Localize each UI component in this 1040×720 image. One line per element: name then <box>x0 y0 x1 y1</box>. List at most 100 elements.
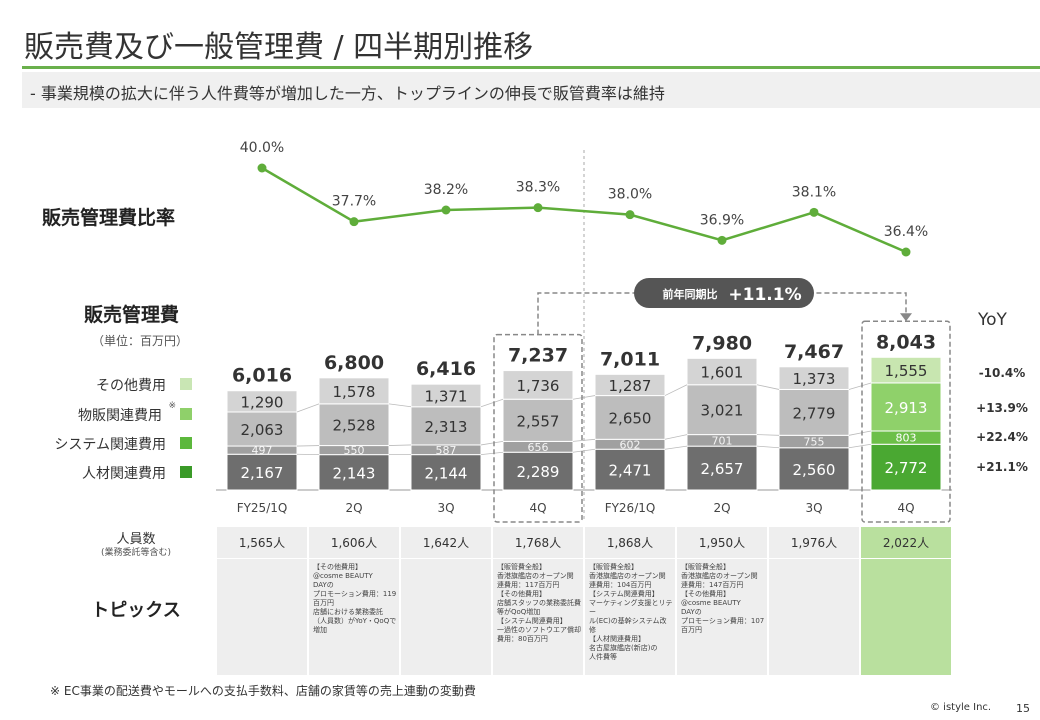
topic-line: 香港旗艦店のオープン関 <box>589 572 666 580</box>
legend-label: その他費用 <box>96 378 166 394</box>
ratio-point <box>441 205 451 215</box>
bar-segment <box>502 440 574 453</box>
x-tick-label: 2Q <box>345 501 362 515</box>
yoy-personnel: +21.1% <box>976 460 1028 474</box>
cost-section-label: 販売管理費 <box>84 304 180 326</box>
bar-segment <box>410 454 482 491</box>
ratio-data-label: 40.0% <box>240 140 284 156</box>
x-tick-label: 3Q <box>805 501 822 515</box>
bar-value-label: 587 <box>436 444 457 457</box>
bar-value-label: 2,650 <box>609 409 652 427</box>
headcount-cell <box>401 527 491 558</box>
segment-connector <box>388 403 412 408</box>
bar-segment <box>686 384 758 436</box>
headcount-value: 1,976人 <box>791 536 837 550</box>
topic-cell: 【その他費用】 @cosme BEAUTY DAYの プロモーション費用：119 百万円… <box>313 563 397 635</box>
bar-segment <box>226 390 298 413</box>
yoy-other: -10.4% <box>978 366 1026 380</box>
topic-line: 名古屋旗艦店(新店)の <box>589 644 658 652</box>
bar-value-label: 755 <box>804 436 825 449</box>
bar-value-label: 2,167 <box>241 464 284 482</box>
bar-segment <box>318 403 390 447</box>
topic-line: 店舗スタッフの業務委託費 <box>497 599 581 607</box>
legend-note: ※ <box>168 401 176 411</box>
legend-item-goods: 物販関連費用 ※ <box>40 401 200 425</box>
bar-segment <box>870 356 942 384</box>
segment-connector <box>756 434 780 436</box>
ratio-data-label: 38.2% <box>424 182 468 198</box>
topic-line: 【システム関連費用】 <box>497 617 567 625</box>
bar-segment <box>226 445 298 455</box>
bar-value-label: 602 <box>620 438 641 451</box>
segment-connector <box>480 451 504 456</box>
topic-line: 【販管費全般】 <box>681 563 730 571</box>
topic-line: 香港旗艦店のオープン関 <box>681 572 758 580</box>
headcount-value: 1,642人 <box>423 536 469 550</box>
bar-segment <box>870 443 942 491</box>
headcount-sublabel: (業務委託等含む) <box>100 548 172 558</box>
topic-cell: 【販管費全般】 香港旗艦店のオープン関 連費用：117百万円 【その他費用】 店舗スタッ… <box>497 563 581 644</box>
ratio-data-label: 37.7% <box>332 194 376 210</box>
yoy-callout-label: 前年同期比 <box>663 287 718 301</box>
x-tick-label: 4Q <box>897 501 914 515</box>
bar-segment <box>410 444 482 456</box>
bar-value-label: 1,287 <box>609 377 652 395</box>
topic-cell: 【販管費全般】 香港旗艦店のオープン関 連費用：104百万円 【システム関連費用】 マー… <box>589 563 673 662</box>
bar-value-label: 2,143 <box>333 464 376 482</box>
topic-line: 【システム関連費用】 <box>589 590 659 598</box>
legend-swatch <box>180 466 192 478</box>
bar-segment <box>594 448 666 491</box>
bar-total-label: 7,237 <box>508 345 568 367</box>
topic-line: DAYの <box>313 581 334 589</box>
yoy-goods: +13.9% <box>976 401 1028 415</box>
bar-value-label: 2,560 <box>793 461 836 479</box>
bar-segment <box>686 357 758 386</box>
bar-segment <box>778 434 850 449</box>
yoy-arrow-head <box>900 313 912 322</box>
legend-label: 物販関連費用 <box>78 408 162 424</box>
topics-cell-bg <box>861 559 951 675</box>
bar-value-label: 2,313 <box>425 418 468 436</box>
bar-value-label: 2,772 <box>885 459 928 477</box>
legend-swatch <box>180 408 192 420</box>
bar-value-label: 1,555 <box>885 362 928 380</box>
segment-connector <box>664 445 688 450</box>
ratio-data-label: 36.4% <box>884 224 928 240</box>
segment-connector <box>480 398 504 408</box>
topic-line: マーケティング支援とリテー <box>589 599 673 616</box>
topic-line: 【販管費全般】 <box>497 563 546 571</box>
bar-segment <box>778 447 850 491</box>
bar-value-label: 2,913 <box>885 399 928 417</box>
bar-segment <box>318 377 390 405</box>
copyright: © istyle Inc. <box>930 702 992 713</box>
bar-segment <box>410 406 482 446</box>
headcount-cell <box>493 527 583 558</box>
topic-line: DAYの <box>681 608 702 616</box>
bar-value-label: 497 <box>252 444 273 457</box>
topic-line: 修 <box>589 626 596 634</box>
legend-label: システム関連費用 <box>54 437 166 453</box>
title-underline <box>22 66 1040 69</box>
topic-line: 店舗における業務委託 <box>313 608 383 616</box>
bar-segment <box>686 445 758 491</box>
bar-segment <box>594 438 666 450</box>
topic-line: 【その他費用】 <box>313 563 362 571</box>
x-tick-label: 2Q <box>713 501 730 515</box>
bar-segment <box>318 445 390 456</box>
segment-connector <box>848 443 872 449</box>
topic-line: 連費用：117百万円 <box>497 581 560 589</box>
topics-cell-bg <box>401 559 491 675</box>
ratio-point <box>533 203 543 213</box>
topic-line: 費用：80百万円 <box>497 635 548 643</box>
headcount-value: 1,950人 <box>699 536 745 550</box>
bar-value-label: 2,471 <box>609 462 652 480</box>
ratio-data-label: 38.1% <box>792 184 836 200</box>
legend-item-personnel: 人材関連費用 <box>40 463 200 483</box>
headcount-cell <box>309 527 399 558</box>
bar-value-label: 1,290 <box>241 393 284 411</box>
ratio-section-label: 販売管理費比率 <box>42 207 176 229</box>
bar-value-label: 2,144 <box>425 464 468 482</box>
bar-segment <box>778 366 850 390</box>
bar-segment <box>226 411 298 447</box>
bar-segment <box>502 398 574 442</box>
